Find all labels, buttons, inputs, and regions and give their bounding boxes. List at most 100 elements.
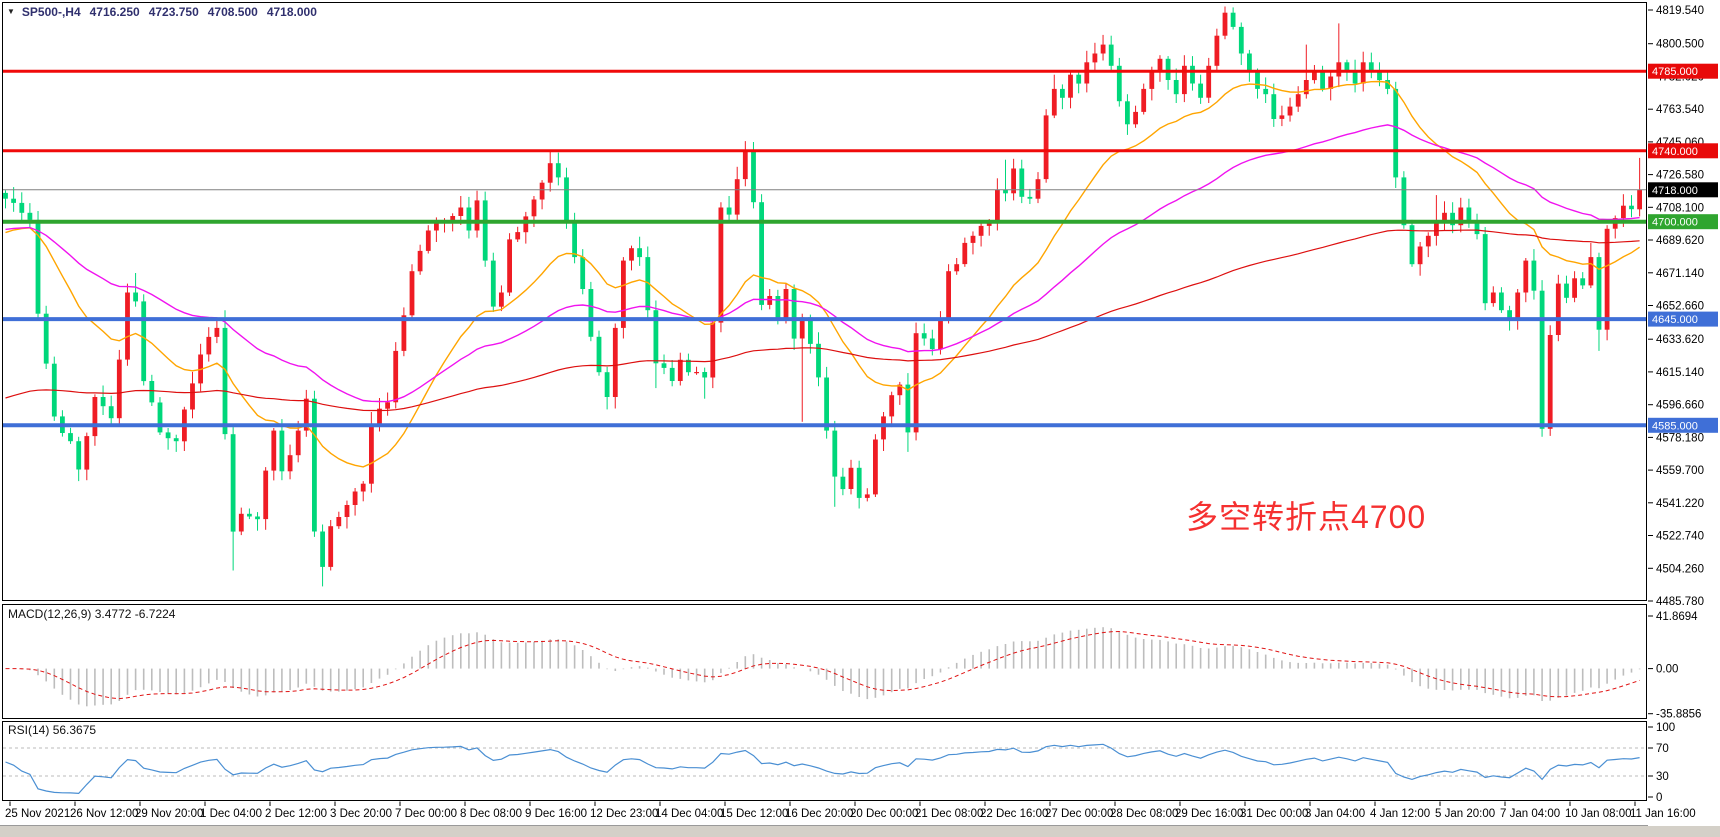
macd-bar — [411, 656, 413, 669]
macd-bar — [882, 668, 885, 696]
macd-bar — [281, 668, 283, 692]
candle-up — [116, 359, 122, 419]
macd-bar — [346, 668, 348, 691]
candle-up — [1043, 115, 1049, 180]
candle-down — [466, 207, 472, 231]
candle-up — [425, 230, 431, 251]
candle-down — [1019, 168, 1025, 197]
macd-bar — [321, 668, 324, 691]
candle-up — [889, 395, 895, 417]
macd-bar — [1468, 668, 1470, 690]
time-label: 8 Dec 08:00 — [460, 808, 522, 820]
candle-up — [401, 315, 407, 351]
candle-up — [864, 494, 870, 498]
candle-up — [677, 359, 683, 381]
macd-bar — [1142, 639, 1145, 669]
annotation-text[interactable]: 多空转折点4700 — [1186, 499, 1427, 535]
macd-bar — [752, 654, 755, 669]
macd-bar — [370, 668, 373, 683]
candle-down — [1531, 260, 1537, 291]
candle-up — [767, 296, 773, 305]
macd-bar — [581, 650, 584, 669]
symbol-header[interactable]: ▼ SP500-,H4 4716.250 4723.750 4708.500 4… — [7, 5, 317, 19]
candle-up — [734, 179, 740, 215]
candle-up — [393, 350, 399, 403]
macd-bar — [1224, 646, 1226, 669]
candle-up — [1222, 12, 1228, 36]
macd-bar — [890, 668, 893, 693]
candle-down — [68, 433, 73, 442]
macd-bar — [687, 668, 690, 681]
candle-down — [1060, 88, 1065, 98]
candle-up — [1157, 58, 1163, 72]
macd-bar — [1484, 668, 1486, 694]
candle-down — [669, 367, 675, 381]
time-label: 22 Dec 16:00 — [980, 808, 1048, 820]
macd-bar — [525, 642, 527, 669]
candle-up — [694, 372, 699, 374]
candlesticks-layer — [3, 6, 1642, 587]
time-label: 29 Dec 16:00 — [1175, 808, 1243, 820]
macd-bar — [1175, 643, 1177, 669]
candle-down — [1344, 62, 1350, 72]
macd-bar — [614, 668, 617, 671]
macd-bar — [394, 668, 397, 670]
candle-up — [1425, 235, 1431, 247]
macd-bar — [1004, 644, 1007, 669]
macd-bar — [289, 668, 291, 691]
time-label: 11 Jan 16:00 — [1630, 808, 1696, 820]
price-tick-label: 4800.500 — [1656, 39, 1704, 51]
candle-up — [539, 182, 545, 200]
macd-bar — [972, 654, 974, 669]
price-tick-label: 4504.260 — [1656, 563, 1704, 575]
price-tick-label: 4652.660 — [1656, 301, 1704, 313]
rsi-name: RSI(14) — [8, 723, 50, 737]
candle-down — [1409, 225, 1415, 265]
macd-bar — [736, 662, 738, 669]
symbol-dropdown-arrow-icon[interactable]: ▼ — [7, 6, 15, 16]
time-label: 9 Dec 16:00 — [525, 808, 587, 820]
price-tick-label: 4485.780 — [1656, 596, 1704, 608]
candle-up — [450, 216, 456, 222]
candle-up — [1360, 62, 1366, 84]
candle-up — [1149, 71, 1155, 89]
candle-down — [1263, 88, 1269, 95]
price-levels[interactable] — [3, 69, 1646, 428]
candle-up — [1523, 260, 1529, 293]
candle-down — [1320, 71, 1325, 89]
time-label: 4 Jan 12:00 — [1370, 808, 1430, 820]
macd-bar — [1533, 668, 1535, 696]
candle-down — [1108, 44, 1114, 66]
candle-up — [938, 319, 943, 350]
rsi-axis-scale[interactable]: 100 70 30 0 — [1648, 722, 1675, 804]
candle-down — [247, 513, 252, 517]
price-badge-label: 4700.000 — [1652, 217, 1698, 229]
candle-up — [1588, 257, 1594, 286]
macd-bar — [842, 668, 844, 691]
candle-up — [190, 383, 195, 410]
macd-bar — [1191, 645, 1194, 669]
macd-axis-scale[interactable]: 41.8694 0.00 -35.8856 — [1648, 611, 1701, 721]
macd-bar — [606, 668, 608, 670]
macd-bar — [1370, 663, 1373, 669]
candle-down — [27, 212, 33, 220]
candle-down — [1499, 292, 1504, 311]
price-tick-label: 4726.580 — [1656, 170, 1704, 182]
time-label: 20 Dec 00:00 — [850, 808, 918, 820]
candle-up — [881, 416, 886, 440]
candle-up — [1035, 179, 1041, 199]
price-badge-label: 4718.000 — [1652, 185, 1698, 197]
macd-name: MACD(12,26,9) — [8, 607, 92, 621]
candle-up — [1515, 292, 1521, 320]
status-strip — [0, 825, 1720, 837]
macd-bar — [1403, 668, 1405, 676]
macd-bar — [61, 668, 64, 695]
macd-bar — [996, 646, 999, 669]
candle-up — [125, 292, 130, 360]
candle-down — [312, 398, 317, 532]
time-label: 15 Dec 12:00 — [720, 808, 788, 820]
macd-bar — [1622, 668, 1625, 676]
candle-up — [1287, 106, 1293, 116]
